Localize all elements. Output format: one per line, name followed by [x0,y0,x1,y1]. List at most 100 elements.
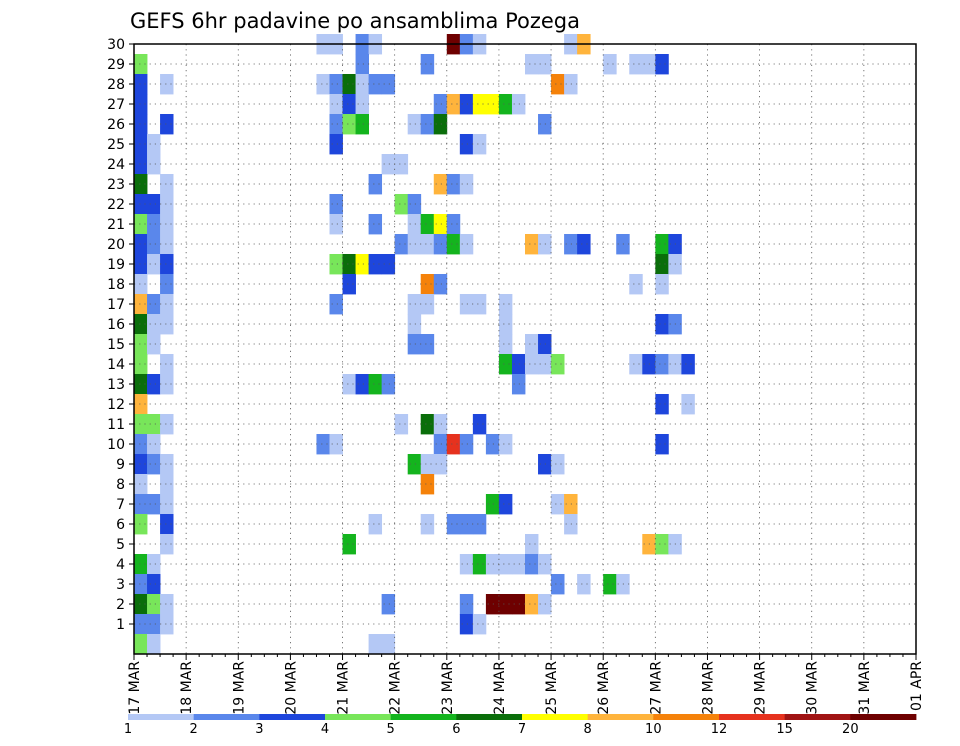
legend-swatch [259,714,326,720]
heatmap-cell [472,554,487,575]
x-axis: 17 MAR 18 MAR 19 MAR 20 MAR 21 MAR 22 MAR 23 M… [127,654,925,715]
heatmap-cell [577,234,591,255]
heatmap-cell [459,434,474,455]
y-tick-label: 23 [107,177,125,193]
heatmap-cell [147,374,161,395]
heatmap-cell [147,134,161,155]
y-tick-label: 5 [116,537,125,553]
y-tick-label: 28 [107,77,125,93]
heatmap-cell [381,74,396,95]
heatmap-cell [368,174,383,195]
y-tick-label: 24 [107,157,125,173]
chart-title: GEFS 6hr padavine po ansamblima Pozega [130,9,580,33]
heatmap-cell [459,294,474,315]
heatmap-cell [629,274,643,295]
heatmap-cell [355,114,369,135]
heatmap-cell [498,314,513,335]
heatmap-cell [433,274,448,295]
x-tick-label: 30 MAR [805,661,821,715]
heatmap-cell [459,614,474,635]
heatmap-cell [134,254,148,275]
y-tick-label: 15 [107,337,125,353]
heatmap-cell [134,174,148,195]
heatmap-cell [134,454,148,475]
x-tick-label: 27 MAR [648,661,664,715]
y-tick-label: 7 [116,497,125,513]
heatmap-cell [420,454,435,475]
heatmap-cell [134,554,148,575]
heatmap-cell [134,574,148,595]
x-tick-label: 31 MAR [857,661,873,715]
legend-swatch [325,714,392,720]
heatmap-cell [498,294,513,315]
legend-label: 15 [776,722,793,737]
heatmap-cell [498,594,513,615]
heatmap-cell [538,354,552,375]
heatmap-cell [472,294,487,315]
heatmap-cell [551,454,565,475]
heatmap-cell [655,314,669,335]
y-tick-label: 30 [107,37,125,53]
heatmap-cell [407,194,422,215]
heatmap-cell [160,174,174,195]
heatmap-cell [147,334,161,355]
heatmap-cell [160,594,174,615]
heatmap-cell [160,314,174,335]
heatmap-cell [316,434,330,455]
heatmap-cell [511,374,526,395]
heatmap-cell [134,274,148,295]
heatmap-cell [538,114,552,135]
heatmap-cell [394,194,409,215]
heatmap-cell [329,134,343,155]
heatmap-cell [134,54,148,75]
heatmap-cell [511,554,526,575]
heatmap-cell [472,614,487,635]
heatmap-cell [134,214,148,235]
y-tick-label: 17 [107,297,125,313]
legend-swatch [193,714,260,720]
heatmap-cell [433,94,448,115]
heatmap-cell [498,334,513,355]
heatmap-cell [368,374,383,395]
x-tick-label: 29 MAR [753,661,769,715]
heatmap-cell [485,594,500,615]
heatmap-cell [316,74,330,95]
heatmap-cell [134,494,148,515]
x-tick-label: 18 MAR [179,661,195,715]
y-axis: 1234567891011121314151617181920212223242… [107,37,134,633]
heatmap-cell [381,374,396,395]
heatmap-cell [551,354,565,375]
heatmap-cell [538,594,552,615]
heatmap-cell [147,614,161,635]
heatmap-cell [472,94,487,115]
heatmap-cell [485,554,500,575]
heatmap-cell [147,254,161,275]
heatmap-cell [160,214,174,235]
legend-swatch [653,714,720,720]
heatmap-cell [420,214,435,235]
heatmap-cell [459,514,474,535]
y-tick-label: 22 [107,197,125,213]
y-tick-label: 27 [107,97,125,113]
x-tick-label: 22 MAR [388,661,404,715]
heatmap-cell [160,414,174,435]
legend-label: 6 [452,722,460,737]
y-tick-label: 9 [116,457,125,473]
heatmap-cell [420,514,435,535]
heatmap-cell [160,234,174,255]
heatmap-cell [134,154,148,175]
heatmap-cell [472,414,487,435]
heatmap-cell [459,234,474,255]
heatmap-cell [655,234,669,255]
heatmap-cell [525,334,539,355]
heatmap-cell [147,574,161,595]
y-tick-label: 29 [107,57,125,73]
heatmap-cell [134,114,148,135]
y-tick-label: 2 [116,597,125,613]
heatmap-cell [525,54,539,75]
heatmap-cell [134,354,148,375]
y-tick-label: 6 [116,517,125,533]
heatmap-cell [355,54,369,75]
heatmap-cell [420,474,435,495]
x-tick-label: 21 MAR [336,661,352,715]
